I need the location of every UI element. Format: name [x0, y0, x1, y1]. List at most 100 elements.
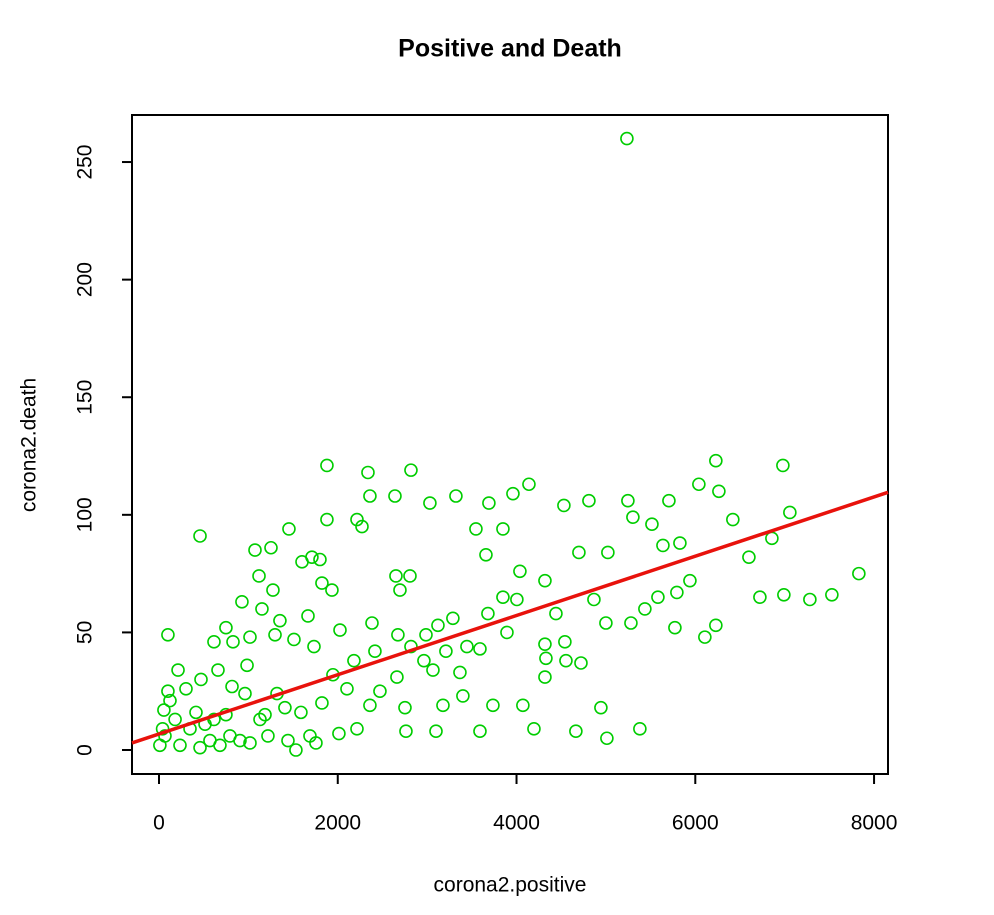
point — [621, 493, 635, 508]
point — [538, 637, 552, 651]
point — [252, 569, 266, 583]
point — [398, 700, 412, 715]
point — [574, 656, 588, 670]
point — [662, 493, 676, 508]
point — [516, 698, 530, 713]
y-tick-label: 150 — [74, 380, 97, 415]
point — [155, 722, 170, 736]
point — [404, 463, 418, 477]
point — [449, 489, 463, 503]
point — [393, 583, 407, 597]
point — [587, 592, 601, 607]
point — [313, 552, 327, 567]
point — [709, 618, 723, 633]
point — [388, 489, 402, 503]
point — [203, 733, 217, 748]
point — [243, 736, 257, 750]
point — [753, 590, 767, 604]
point — [233, 733, 247, 748]
point — [238, 686, 252, 701]
point — [403, 569, 417, 583]
point — [264, 540, 278, 555]
point — [320, 458, 334, 473]
point — [225, 679, 239, 694]
x-tick-label: 2000 — [314, 812, 361, 835]
point — [539, 651, 553, 666]
point — [373, 684, 387, 699]
point — [389, 569, 403, 583]
point — [712, 484, 726, 499]
point — [320, 512, 334, 527]
point — [340, 682, 354, 696]
point — [765, 531, 779, 546]
point — [161, 684, 175, 699]
point — [399, 724, 413, 738]
point — [266, 583, 280, 597]
y-tick-label: 50 — [74, 621, 97, 644]
point — [656, 538, 670, 553]
x-tick-label: 8000 — [851, 812, 898, 835]
point — [582, 493, 596, 508]
point — [429, 724, 443, 738]
point — [168, 712, 182, 727]
point — [363, 698, 377, 713]
point — [248, 543, 262, 557]
x-tick-label: 6000 — [672, 812, 719, 835]
point — [287, 632, 301, 647]
point — [742, 550, 756, 564]
point — [258, 707, 272, 722]
point — [670, 585, 684, 600]
x-tick-label: 0 — [153, 812, 165, 835]
point — [506, 486, 520, 501]
point — [194, 672, 208, 687]
point — [777, 587, 791, 602]
point — [193, 740, 207, 755]
point — [439, 644, 453, 659]
point — [852, 566, 866, 581]
point — [538, 573, 552, 588]
point — [163, 693, 177, 708]
point — [557, 498, 571, 513]
point — [456, 689, 470, 703]
point — [486, 698, 500, 713]
point — [569, 724, 583, 738]
point — [161, 627, 175, 642]
point — [510, 592, 524, 607]
point — [473, 724, 487, 738]
point — [281, 733, 295, 748]
point — [626, 510, 640, 524]
point — [350, 512, 364, 527]
point — [325, 583, 339, 597]
point — [453, 665, 467, 680]
point — [391, 627, 405, 642]
point — [226, 635, 240, 649]
point — [253, 712, 267, 727]
point — [243, 630, 257, 644]
point — [436, 698, 450, 713]
point — [513, 564, 527, 579]
point — [255, 602, 269, 616]
point — [431, 618, 445, 633]
point — [698, 630, 712, 644]
y-tick-label: 100 — [74, 497, 97, 532]
point — [600, 731, 614, 746]
point — [645, 517, 659, 532]
point — [282, 522, 296, 536]
point — [350, 722, 364, 736]
point — [500, 625, 514, 640]
point — [268, 627, 282, 642]
point — [368, 644, 382, 659]
point — [333, 623, 347, 637]
y-tick-label: 200 — [74, 262, 97, 297]
point — [776, 458, 790, 473]
y-tick-label: 0 — [74, 744, 97, 756]
point — [601, 545, 615, 560]
point — [638, 602, 652, 616]
point — [261, 729, 275, 743]
point — [301, 609, 315, 623]
point — [624, 616, 638, 630]
plot-frame — [131, 114, 889, 775]
point — [538, 670, 552, 684]
point — [193, 529, 207, 543]
point — [496, 522, 510, 536]
